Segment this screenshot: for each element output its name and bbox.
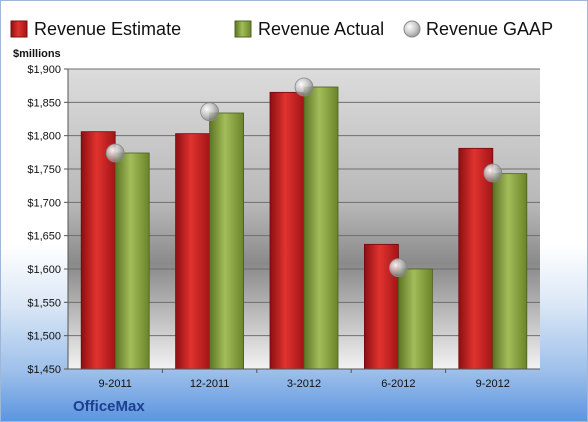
y-tick-label: $1,900 [27, 64, 61, 76]
bars [80, 86, 528, 370]
legend-swatch-actual [234, 20, 252, 38]
x-tick-label: 9-2012 [476, 378, 510, 390]
y-tick-label: $1,600 [27, 264, 61, 276]
unit-label: $millions [13, 48, 61, 60]
x-tick-label: 6-2012 [381, 378, 415, 390]
bar-actual [114, 152, 150, 370]
y-tick-label: $1,500 [27, 331, 61, 343]
y-tick-label: $1,850 [27, 97, 61, 109]
bar-estimate [80, 131, 116, 370]
y-tick-label: $1,800 [27, 131, 61, 143]
gaap-markers [105, 77, 503, 278]
y-tick-label: $1,700 [27, 197, 61, 209]
marker-gaap [388, 258, 408, 278]
y-tick-label: $1,650 [27, 231, 61, 243]
x-axis: 9-2011 12-2011 3-2012 6-2012 9-2012 [68, 368, 540, 390]
bar-actual [209, 112, 245, 370]
bar-estimate [269, 91, 305, 370]
legend-label-actual: Revenue Actual [258, 19, 384, 39]
bar-actual [303, 86, 339, 370]
y-tick-label: $1,550 [27, 297, 61, 309]
legend: Revenue Estimate Revenue Actual Revenue … [10, 19, 553, 39]
legend-label-gaap: Revenue GAAP [426, 19, 553, 39]
bar-estimate [175, 133, 211, 370]
marker-gaap [294, 77, 314, 97]
y-axis: $1,450 $1,500 $1,550 $1,600 $1,650 $1,700 $1,7… [27, 64, 69, 376]
bar-actual [397, 268, 433, 370]
bar-actual [492, 173, 528, 370]
x-tick-label: 3-2012 [287, 378, 321, 390]
bar-estimate [458, 147, 494, 370]
legend-label-estimate: Revenue Estimate [34, 19, 181, 39]
company-name: OfficeMax [73, 398, 145, 415]
x-tick-label: 12-2011 [190, 378, 230, 390]
y-tick-label: $1,750 [27, 164, 61, 176]
marker-gaap [105, 143, 125, 163]
legend-marker-gaap [403, 20, 421, 38]
marker-gaap [200, 102, 220, 122]
marker-gaap [483, 163, 503, 183]
y-tick-label: $1,450 [27, 364, 61, 376]
legend-swatch-estimate [10, 20, 28, 38]
x-tick-label: 9-2011 [98, 378, 131, 390]
